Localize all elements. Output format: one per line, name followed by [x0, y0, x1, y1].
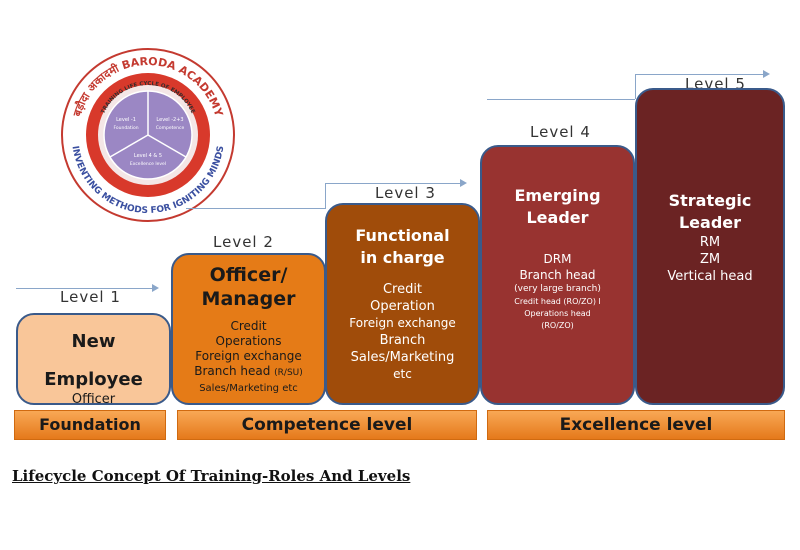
logo-seg2-sub: Competence — [156, 125, 185, 131]
level-1-arrowhead — [152, 284, 159, 292]
level-1-arrow — [16, 288, 154, 289]
role-detail-suffix: (R/SU) — [274, 368, 303, 378]
role-detail-line: Credit head (RO/ZO) l — [514, 297, 601, 306]
level-3-arrowhead — [460, 179, 467, 187]
role-detail-line: Credit — [230, 319, 267, 333]
level-3-base-line — [186, 208, 326, 209]
logo-seg1-sub: Foundation — [113, 125, 138, 131]
role-detail-line: Foreign exchange — [195, 349, 302, 363]
role-detail-line: RM — [699, 235, 721, 250]
role-detail-line: etc — [393, 367, 412, 381]
role-detail-line: Vertical head — [667, 269, 753, 284]
level-3-label: Level 3 — [375, 184, 436, 202]
role-title-line: Officer/ — [209, 264, 288, 286]
role-title-line: in charge — [360, 248, 445, 267]
role-title-line: Strategic — [668, 191, 752, 210]
logo-seg3-sub: Excellence level — [130, 161, 166, 167]
role-detail-text: Branch head — [194, 364, 271, 378]
figure-caption: Lifecycle Concept Of Training-Roles And … — [12, 467, 411, 485]
level-5-base-line — [487, 99, 635, 100]
role-box-emerging-leader: Emerging Leader DRM Branch head (very la… — [480, 145, 635, 405]
role-box-strategic-leader: Strategic Leader RM ZM Vertical head — [635, 88, 785, 405]
role-detail-line: Operations — [215, 334, 282, 348]
role-title-line: Leader — [678, 213, 742, 232]
role-title-line: Leader — [526, 208, 589, 227]
role-detail-line: Branch head (R/SU) — [173, 364, 324, 381]
logo-seg1-title: Level -1 — [116, 117, 136, 123]
level-5-arrow — [635, 74, 765, 75]
bar-foundation: Foundation — [14, 410, 166, 440]
role-title-line: Functional — [355, 226, 450, 245]
role-detail-line: Branch — [379, 333, 426, 348]
role-detail-line: Operation — [370, 299, 435, 314]
level-2-label: Level 2 — [213, 233, 274, 251]
role-title-line: Employee — [44, 369, 143, 390]
role-box-officer-manager: Officer/ Manager Credit Operations Forei… — [171, 253, 326, 405]
role-detail-line: Branch head — [519, 268, 596, 282]
role-detail-line: (very large branch) — [514, 284, 601, 294]
role-box-new-employee: New Employee Officer — [16, 313, 171, 407]
role-detail-line: Sales/Marketing — [350, 350, 455, 365]
role-detail-line: DRM — [543, 252, 572, 266]
bar-excellence-level: Excellence level — [487, 410, 785, 440]
role-detail-line: ZM — [699, 252, 721, 267]
logo-seg2-title: Level -2+3 — [156, 117, 183, 123]
level-4-label: Level 4 — [530, 123, 591, 141]
role-detail-line: Foreign exchange — [349, 316, 456, 330]
role-title-line: Manager — [201, 288, 296, 310]
baroda-academy-logo: बड़ौदा अकादमी BARODA ACADEMY INVENTING M… — [61, 48, 235, 222]
role-box-functional-in-charge: Functional in charge Credit Operation Fo… — [325, 203, 480, 405]
role-title-line: New — [71, 331, 116, 352]
role-detail-line: Operations head — [524, 309, 591, 318]
logo-seg3-title: Level 4 & 5 — [134, 153, 162, 159]
role-detail-line: Credit — [382, 282, 423, 297]
level-1-label: Level 1 — [60, 288, 121, 306]
role-detail-line: Sales/Marketing etc — [199, 383, 298, 394]
level-3-riser — [325, 183, 326, 208]
role-detail-line: Officer — [71, 392, 116, 407]
role-detail-line: (RO/ZO) — [541, 321, 574, 330]
bar-competence-level: Competence level — [177, 410, 477, 440]
level-5-arrowhead — [763, 70, 770, 78]
level-3-arrow — [325, 183, 462, 184]
level-5-riser — [635, 74, 636, 99]
role-title-line: Emerging — [514, 186, 601, 205]
